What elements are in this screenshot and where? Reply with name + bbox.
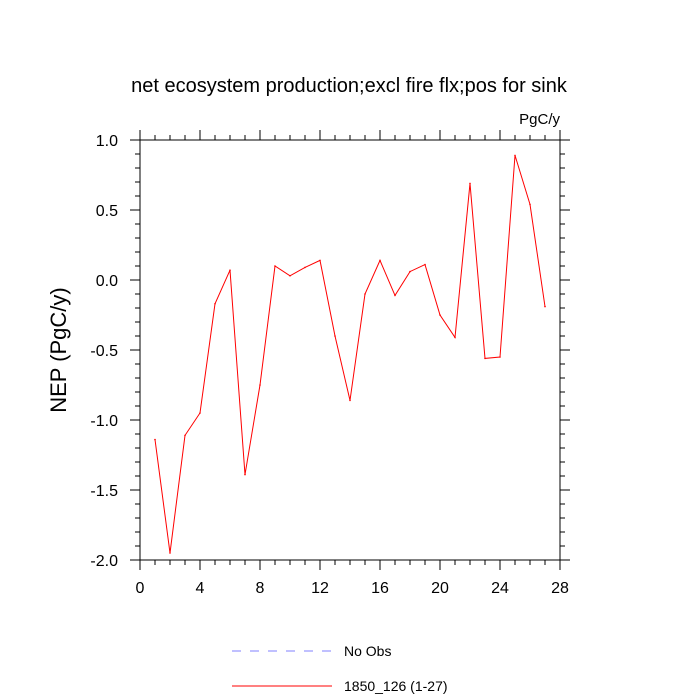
series-layer (154, 154, 546, 554)
data-point (394, 294, 396, 297)
data-point (229, 269, 231, 272)
data-point (469, 182, 471, 185)
series-line (154, 155, 546, 554)
data-point (379, 259, 381, 262)
x-tick-label: 20 (431, 580, 449, 597)
x-tick-label: 16 (371, 580, 389, 597)
x-tick-label: 4 (196, 580, 205, 597)
units-label: PgC/y (519, 111, 560, 128)
data-point (214, 303, 216, 305)
data-point (424, 263, 426, 266)
chart-title: net ecosystem production;excl fire flx;p… (131, 75, 568, 97)
tick-labels: 0 4 8 12 16 20 24 28 -2.0 -1.5 -1.0 -0.5 0.0 0.5 1.0 (90, 133, 569, 597)
data-point (289, 275, 291, 277)
y-tick-label: -1.0 (90, 413, 118, 430)
data-point (274, 265, 276, 267)
data-point (334, 335, 336, 337)
x-tick-label: 8 (256, 580, 265, 597)
plot-frame (139, 139, 561, 561)
x-tick-label: 12 (311, 580, 329, 597)
y-tick-label: 0.5 (96, 203, 118, 220)
x-tick-label: 0 (136, 580, 145, 597)
data-point (514, 154, 516, 157)
data-point (199, 412, 201, 414)
legend-label: No Obs (344, 643, 391, 659)
data-point (349, 399, 351, 402)
data-point (244, 473, 246, 476)
y-tick-label: -0.5 (90, 343, 118, 360)
data-point (364, 293, 366, 295)
data-point (409, 270, 411, 273)
data-point (484, 357, 486, 360)
data-point (544, 305, 546, 308)
x-tick-label: 24 (491, 580, 509, 597)
data-point (319, 259, 321, 262)
y-tick-label: -1.5 (90, 483, 118, 500)
data-point (304, 266, 306, 269)
major-ticks (130, 130, 570, 570)
legend-label: 1850_126 (1-27) (344, 678, 448, 694)
data-point (439, 314, 441, 316)
data-point (154, 438, 156, 441)
y-tick-label: -2.0 (90, 553, 118, 570)
y-tick-label: 1.0 (96, 133, 118, 150)
legend: No Obs 1850_126 (1-27) (232, 643, 448, 694)
y-tick-label: 0.0 (96, 273, 118, 290)
data-point (529, 203, 531, 206)
data-point (454, 336, 456, 339)
x-tick-label: 28 (551, 580, 569, 597)
data-point (184, 434, 186, 437)
y-axis-label: NEP (PgC/y) (46, 287, 71, 413)
data-point (259, 384, 261, 386)
data-point (169, 552, 171, 554)
data-point (499, 356, 501, 358)
